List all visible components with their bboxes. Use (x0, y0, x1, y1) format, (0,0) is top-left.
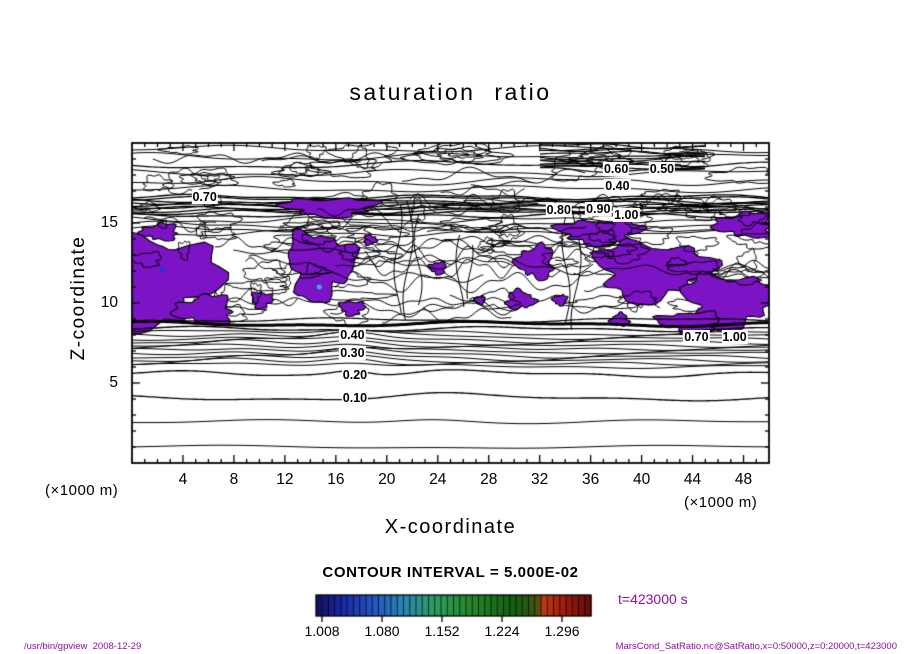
x-tick-label: 12 (276, 471, 294, 488)
colorbar (316, 595, 591, 616)
y-axis-unit-label: (×1000 m) (45, 482, 119, 499)
contour-label: 0.80 (545, 203, 572, 218)
x-axis-unit-label: (×1000 m) (684, 494, 758, 511)
x-tick-label: 32 (531, 471, 549, 488)
colorbar-tick-label: 1.152 (424, 623, 460, 639)
contour-label: 0.50 (648, 161, 676, 176)
colorbar-tick-label: 1.296 (544, 623, 580, 639)
contour-label: 0.20 (341, 368, 369, 382)
contour-label: 0.40 (339, 328, 366, 342)
footer-dataset: MarsCond_SatRatio.nc@SatRatio,x=0:50000,… (615, 641, 897, 652)
plot-area (132, 143, 769, 463)
contour-label: 0.40 (604, 179, 631, 194)
contour-label: 1.00 (721, 329, 748, 344)
x-tick-label: 48 (734, 471, 753, 488)
contour-label: 0.30 (339, 345, 366, 360)
colorbar-tick-label: 1.080 (364, 623, 400, 639)
x-tick-label: 44 (683, 471, 702, 488)
x-tick-label: 4 (178, 471, 188, 488)
contour-interval-label: CONTOUR INTERVAL = 5.000E-02 (322, 564, 579, 581)
x-tick-label: 16 (327, 471, 345, 488)
contour-label: 0.60 (602, 161, 630, 176)
y-axis-title: Z-coordinate (68, 235, 89, 361)
contour-label: 0.70 (191, 190, 218, 205)
colorbar-tick-label: 1.008 (304, 623, 340, 639)
x-tick-label: 36 (582, 471, 600, 488)
contour-label: 0.70 (683, 329, 710, 344)
contour-label: 0.10 (341, 391, 369, 406)
footer-command: /usr/bin/gpview 2008-12-29 (24, 641, 142, 652)
x-axis-title: X-coordinate (384, 516, 517, 538)
contour-label: 0.90 (585, 201, 612, 216)
x-tick-label: 28 (480, 471, 498, 488)
y-tick-label: 10 (100, 294, 118, 311)
y-tick-label: 15 (100, 214, 118, 231)
x-tick-label: 20 (378, 471, 396, 488)
x-tick-label: 24 (429, 471, 447, 488)
x-tick-label: 8 (229, 471, 239, 488)
chart-title: saturation ratio (349, 79, 552, 105)
time-annotation: t=423000 s (618, 591, 688, 607)
y-tick-label: 5 (109, 374, 118, 391)
contour-label: 1.00 (613, 208, 640, 222)
colorbar-tick-label: 1.224 (484, 623, 520, 639)
x-tick-label: 40 (632, 471, 651, 488)
